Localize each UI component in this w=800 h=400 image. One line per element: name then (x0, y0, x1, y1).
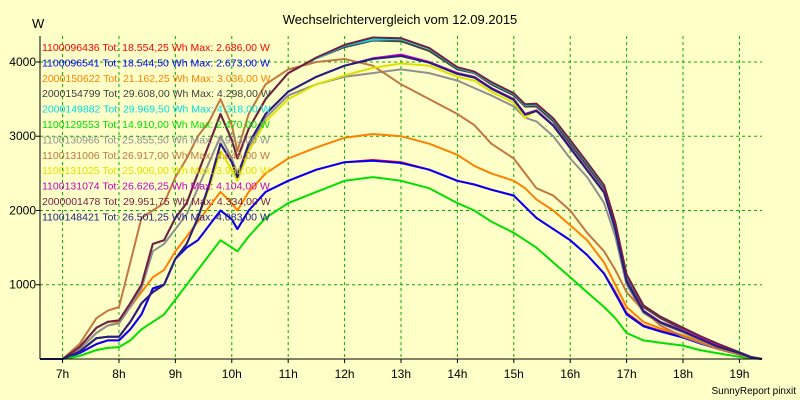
x-tick-label: 17h (617, 367, 637, 381)
chart-title: Wechselrichtervergleich vom 12.09.2015 (283, 12, 518, 27)
legend-entry-2000150622: 2000150622 Tot: 21.162,25 Wh Max: 3.036,… (42, 73, 271, 85)
y-axis-ticks: 1000 2000 3000 4000 (9, 55, 40, 292)
series-line-2000001478 (40, 36, 763, 360)
y-axis-unit: W (32, 16, 45, 31)
x-tick-label: 18h (673, 367, 693, 381)
footer-credit: SunnyReport pinxit (712, 386, 797, 397)
legend-entry-2000149882: 2000149882 Tot: 29.969,50 Wh Max: 4.318,… (42, 104, 271, 116)
x-tick-label: 8h (112, 367, 125, 381)
x-tick-label: 10h (222, 367, 242, 381)
x-tick-label: 15h (504, 367, 524, 381)
legend-entry-1100096541: 1100096541 Tot: 18.544,50 Wh Max: 2.673,… (42, 57, 270, 69)
legend: 1100096436 Tot: 18.554,25 Wh Max: 2.686,… (42, 42, 271, 223)
legend-entry-1100148421: 1100148421 Tot: 26.501,25 Wh Max: 4.083,… (42, 211, 270, 223)
series-line-1100096541 (40, 159, 763, 360)
x-tick-label: 16h (560, 367, 580, 381)
y-tick-label: 2000 (9, 203, 36, 217)
legend-entry-1100130966: 1100130966 Tot: 25.855,50 Wh Max: 3.973,… (42, 134, 270, 146)
legend-entry-2000154799: 2000154799 Tot: 29.608,00 Wh Max: 4.298,… (42, 88, 271, 100)
x-tick-label: 9h (169, 367, 182, 381)
x-tick-label: 19h (729, 367, 749, 381)
series-line-1100129553 (40, 176, 763, 360)
series-lines (40, 36, 763, 360)
x-tick-label: 7h (56, 367, 69, 381)
legend-entry-1100131074: 1100131074 Tot: 26.626,25 Wh Max: 4.104,… (42, 181, 270, 193)
series-line-1100148421 (40, 55, 763, 360)
legend-entry-1100096436: 1100096436 Tot: 18.554,25 Wh Max: 2.686,… (42, 42, 270, 54)
legend-entry-1100129553: 1100129553 Tot: 14.910,00 Wh Max: 2.470,… (42, 119, 270, 131)
series-line-1100131006 (40, 58, 763, 360)
x-axis-ticks: 7h 8h 9h 10h 11h 12h 13h 14h 15h 16h 17h 18h 19h (56, 359, 749, 381)
series-line-2000150622 (40, 133, 763, 360)
x-tick-label: 14h (447, 367, 467, 381)
legend-entry-2000001478: 2000001478 Tot: 29.951,75 Wh Max: 4.334,… (42, 196, 271, 208)
y-tick-label: 1000 (9, 278, 36, 292)
y-tick-label: 4000 (9, 55, 36, 69)
x-tick-label: 13h (391, 367, 411, 381)
y-tick-label: 3000 (9, 129, 36, 143)
legend-entry-1100131006: 1100131006 Tot: 26.917,00 Wh Max: 4.046,… (42, 150, 270, 162)
legend-entry-1100131025: 1100131025 Tot: 25.906,00 Wh Max: 3.981,… (42, 165, 270, 177)
x-tick-label: 11h (279, 367, 298, 381)
x-tick-label: 12h (335, 367, 355, 381)
